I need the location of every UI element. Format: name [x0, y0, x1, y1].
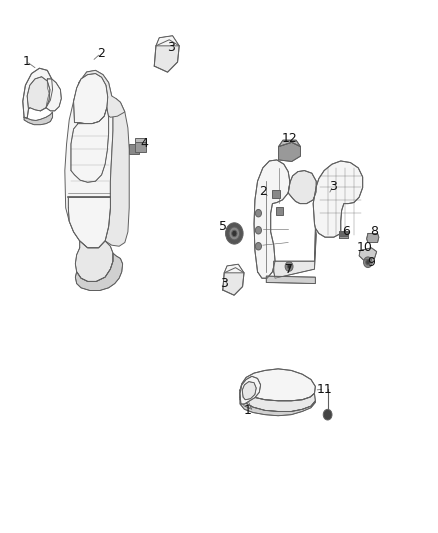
Polygon shape — [71, 108, 109, 182]
Polygon shape — [75, 253, 123, 290]
Polygon shape — [254, 160, 290, 278]
Text: 1: 1 — [22, 55, 30, 68]
Bar — [135, 142, 146, 152]
Text: 4: 4 — [141, 138, 148, 150]
Text: 1: 1 — [244, 404, 251, 417]
Text: 7: 7 — [285, 263, 293, 276]
Circle shape — [255, 227, 261, 234]
Text: 8: 8 — [371, 225, 378, 238]
Bar — [339, 231, 348, 238]
Circle shape — [229, 227, 240, 240]
Text: 9: 9 — [367, 256, 375, 269]
Polygon shape — [240, 390, 252, 409]
Polygon shape — [240, 390, 315, 411]
Polygon shape — [240, 376, 261, 404]
Bar — [135, 138, 146, 142]
Circle shape — [255, 209, 261, 217]
Polygon shape — [279, 140, 300, 147]
Polygon shape — [74, 74, 108, 124]
Polygon shape — [27, 77, 50, 111]
Text: 6: 6 — [342, 225, 350, 238]
Polygon shape — [68, 197, 110, 248]
Polygon shape — [223, 268, 244, 295]
Polygon shape — [266, 276, 315, 284]
Polygon shape — [279, 142, 300, 161]
Polygon shape — [65, 70, 113, 248]
Circle shape — [226, 223, 243, 244]
Polygon shape — [154, 40, 179, 72]
Text: 2: 2 — [97, 47, 105, 60]
Circle shape — [366, 260, 370, 265]
Circle shape — [285, 262, 293, 271]
Circle shape — [323, 409, 332, 420]
Polygon shape — [313, 161, 363, 237]
Polygon shape — [288, 171, 316, 204]
Bar — [339, 236, 348, 238]
Circle shape — [232, 230, 237, 237]
Circle shape — [364, 257, 372, 268]
Polygon shape — [105, 96, 129, 246]
Text: 10: 10 — [357, 241, 372, 254]
Bar — [276, 207, 283, 215]
Bar — [272, 190, 280, 198]
Polygon shape — [156, 36, 179, 46]
Text: 3: 3 — [220, 277, 228, 290]
Polygon shape — [240, 397, 315, 416]
Text: 3: 3 — [167, 42, 175, 54]
Text: 12: 12 — [281, 132, 297, 145]
Polygon shape — [23, 68, 53, 118]
Bar — [129, 144, 139, 154]
Polygon shape — [224, 264, 244, 273]
Polygon shape — [274, 228, 316, 278]
Circle shape — [255, 243, 261, 250]
Polygon shape — [242, 382, 256, 400]
Text: 3: 3 — [329, 180, 337, 193]
Circle shape — [287, 264, 291, 269]
Polygon shape — [367, 233, 379, 243]
Text: 5: 5 — [219, 220, 227, 233]
Polygon shape — [76, 70, 125, 127]
Polygon shape — [24, 112, 53, 125]
Text: 2: 2 — [259, 185, 267, 198]
Polygon shape — [46, 79, 61, 111]
Polygon shape — [75, 241, 113, 281]
Polygon shape — [240, 369, 315, 401]
Text: 11: 11 — [316, 383, 332, 395]
Polygon shape — [359, 248, 377, 260]
